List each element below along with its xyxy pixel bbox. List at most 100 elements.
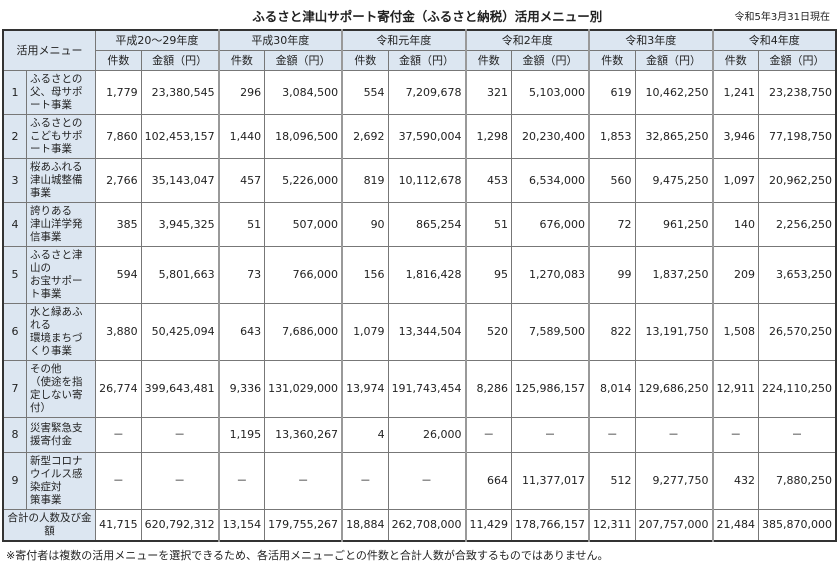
- count-cell: －: [588, 417, 636, 453]
- amount-cell: 5,226,000: [264, 158, 343, 203]
- amount-cell: 11,377,017: [511, 452, 590, 510]
- menu-name-line: 策事業: [30, 494, 62, 506]
- total-amount: 179,755,267: [264, 509, 343, 542]
- amount-cell: －: [140, 452, 220, 510]
- count-cell: 1,298: [464, 114, 513, 159]
- amount-cell: 3,084,500: [264, 70, 343, 115]
- total-row: 合計の人数及び金額 41,715 620,792,312 13,154 179,755,…: [2, 509, 837, 542]
- amount-cell: 5,103,000: [511, 70, 590, 115]
- amount-cell: －: [140, 417, 220, 453]
- count-cell: 3,946: [711, 114, 760, 159]
- count-cell: 1,440: [217, 114, 266, 159]
- total-count: 12,311: [588, 509, 636, 542]
- amount-cell: 23,380,545: [140, 70, 220, 115]
- table-row: 6 水と緑あふれる 環境まちづくり事業 3,880 50,425,094 643 7,686…: [2, 303, 837, 361]
- amount-cell: 35,143,047: [140, 158, 220, 203]
- page-header: ふるさと津山サポート寄付金（ふるさと納税）活用メニュー別 令和5年3月31日現在: [0, 0, 840, 29]
- count-cell: 1,097: [711, 158, 760, 203]
- menu-name-line: 父、母サポート事業: [30, 86, 83, 111]
- amount-cell: 18,096,500: [264, 114, 343, 159]
- row-number: 1: [2, 70, 27, 115]
- amount-cell: 7,880,250: [758, 452, 837, 510]
- total-count: 11,429: [464, 509, 513, 542]
- total-count: 18,884: [341, 509, 389, 542]
- count-cell: －: [217, 452, 266, 510]
- amount-header: 金額（円）: [264, 50, 343, 71]
- total-count: 41,715: [95, 509, 142, 542]
- count-cell: 90: [341, 202, 389, 247]
- amount-cell: 961,250: [634, 202, 714, 247]
- count-cell: 664: [464, 452, 513, 510]
- amount-cell: 1,270,083: [511, 246, 590, 304]
- count-cell: 1,195: [217, 417, 266, 453]
- as-of-date: 令和5年3月31日現在: [734, 12, 830, 23]
- amount-cell: 26,570,250: [758, 303, 837, 361]
- count-header: 件数: [464, 50, 513, 71]
- amount-cell: 23,238,750: [758, 70, 837, 115]
- menu-name-line: 誇りある: [30, 205, 72, 217]
- count-cell: 51: [217, 202, 266, 247]
- row-number: 8: [2, 417, 27, 453]
- amount-cell: 26,000: [387, 417, 467, 453]
- count-cell: 819: [341, 158, 389, 203]
- amount-cell: 3,653,250: [758, 246, 837, 304]
- menu-name-line: 環境まちづくり事業: [30, 332, 83, 357]
- amount-cell: 13,360,267: [264, 417, 343, 453]
- count-cell: 9,336: [217, 360, 266, 418]
- count-cell: 51: [464, 202, 513, 247]
- count-cell: 512: [588, 452, 636, 510]
- count-cell: 4: [341, 417, 389, 453]
- count-cell: 1,779: [95, 70, 142, 115]
- amount-cell: －: [758, 417, 837, 453]
- table-row: 5 ふるさと津山の お宝サポート事業 594 5,801,663 73 766,000 156…: [2, 246, 837, 304]
- amount-cell: 191,743,454: [387, 360, 467, 418]
- menu-name-line: お宝サポート事業: [30, 275, 83, 300]
- row-number: 6: [2, 303, 27, 361]
- count-header: 件数: [217, 50, 266, 71]
- period-header: 令和4年度: [711, 29, 837, 51]
- count-cell: 156: [341, 246, 389, 304]
- count-cell: 1,853: [588, 114, 636, 159]
- amount-cell: 50,425,094: [140, 303, 220, 361]
- page-title: ふるさと津山サポート寄付金（ふるさと納税）活用メニュー別: [252, 9, 603, 24]
- menu-name: ふるさとの 父、母サポート事業: [25, 70, 97, 115]
- amount-cell: 129,686,250: [634, 360, 714, 418]
- menu-name-line: こどもサポート事業: [30, 130, 83, 155]
- amount-cell: 77,198,750: [758, 114, 837, 159]
- count-cell: 2,692: [341, 114, 389, 159]
- count-cell: 296: [217, 70, 266, 115]
- amount-cell: 20,962,250: [758, 158, 837, 203]
- row-number: 5: [2, 246, 27, 304]
- menu-name-line: 新型コロナウイルス感染症対: [30, 455, 83, 493]
- count-header: 件数: [341, 50, 389, 71]
- count-cell: 432: [711, 452, 760, 510]
- count-cell: －: [341, 452, 389, 510]
- menu-name: 桜あふれる 津山城整備事業: [25, 158, 97, 203]
- amount-cell: 102,453,157: [140, 114, 220, 159]
- total-count: 21,484: [711, 509, 760, 542]
- amount-cell: 865,254: [387, 202, 467, 247]
- amount-cell: －: [634, 417, 714, 453]
- menu-name: 新型コロナウイルス感染症対 策事業: [25, 452, 97, 510]
- total-amount: 620,792,312: [140, 509, 220, 542]
- count-header: 件数: [95, 50, 142, 71]
- menu-name: ふるさとの こどもサポート事業: [25, 114, 97, 159]
- row-number: 4: [2, 202, 27, 247]
- count-cell: 2,766: [95, 158, 142, 203]
- table-row: 7 その他 （使途を指定しない寄付） 26,774 399,643,481 9,336 13…: [2, 360, 837, 418]
- table-row: 3 桜あふれる 津山城整備事業 2,766 35,143,047 457 5,226,000…: [2, 158, 837, 203]
- amount-header: 金額（円）: [634, 50, 714, 71]
- amount-cell: 7,589,500: [511, 303, 590, 361]
- count-cell: 99: [588, 246, 636, 304]
- count-cell: 8,014: [588, 360, 636, 418]
- amount-cell: 1,837,250: [634, 246, 714, 304]
- menu-header: 活用メニュー: [2, 29, 97, 71]
- total-amount: 207,757,000: [634, 509, 714, 542]
- amount-cell: 399,643,481: [140, 360, 220, 418]
- menu-name: ふるさと津山の お宝サポート事業: [25, 246, 97, 304]
- count-cell: 520: [464, 303, 513, 361]
- row-number: 9: [2, 452, 27, 510]
- amount-header: 金額（円）: [387, 50, 467, 71]
- count-cell: 560: [588, 158, 636, 203]
- count-header: 件数: [588, 50, 636, 71]
